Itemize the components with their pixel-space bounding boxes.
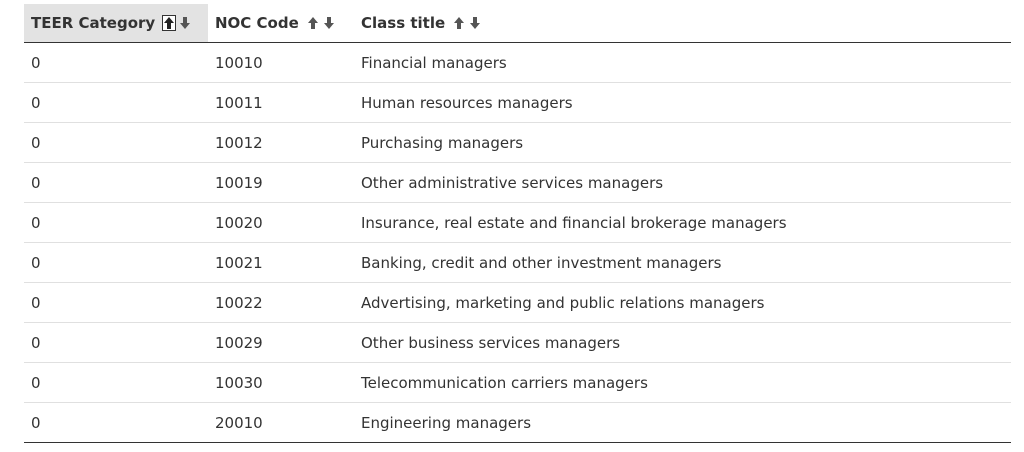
- arrow-up-icon: [454, 17, 465, 29]
- arrow-up-icon: [164, 17, 175, 29]
- sort-descending-button[interactable]: [178, 15, 192, 31]
- class-title-cell: Engineering managers: [354, 402, 1011, 443]
- table-row: 0 10012 Purchasing managers: [24, 122, 1011, 163]
- arrow-down-icon: [324, 17, 334, 29]
- sort-descending-button[interactable]: [322, 15, 336, 31]
- arrow-down-icon: [180, 17, 191, 29]
- class-title-cell: Human resources managers: [354, 82, 1011, 123]
- sort-controls: [162, 15, 192, 31]
- noc-code-cell: 10020: [208, 202, 354, 243]
- sort-ascending-button[interactable]: [306, 15, 320, 31]
- teer-category-cell: 0: [24, 42, 208, 83]
- class-title-cell: Insurance, real estate and financial bro…: [354, 202, 1011, 243]
- column-header-teer-category: TEER Category: [24, 4, 208, 43]
- class-title-cell: Purchasing managers: [354, 122, 1011, 163]
- noc-code-cell: 10029: [208, 322, 354, 363]
- teer-category-cell: 0: [24, 202, 208, 243]
- table-row: 0 10020 Insurance, real estate and finan…: [24, 202, 1011, 243]
- noc-code-cell: 10019: [208, 162, 354, 203]
- table-row: 0 10019 Other administrative services ma…: [24, 162, 1011, 203]
- column-header-noc-code: NOC Code: [208, 4, 354, 43]
- table-row: 0 10021 Banking, credit and other invest…: [24, 242, 1011, 283]
- sort-ascending-button[interactable]: [452, 15, 466, 31]
- arrow-down-icon: [470, 17, 481, 29]
- column-header-label: NOC Code: [215, 14, 299, 32]
- arrow-up-icon: [308, 17, 318, 29]
- sort-ascending-button[interactable]: [162, 15, 177, 31]
- teer-category-cell: 0: [24, 82, 208, 123]
- class-title-cell: Telecommunication carriers managers: [354, 362, 1011, 403]
- sort-controls: [306, 15, 336, 31]
- teer-category-cell: 0: [24, 282, 208, 323]
- teer-category-cell: 0: [24, 122, 208, 163]
- noc-code-cell: 10012: [208, 122, 354, 163]
- teer-category-cell: 0: [24, 242, 208, 283]
- noc-code-cell: 10010: [208, 42, 354, 83]
- teer-category-cell: 0: [24, 402, 208, 443]
- noc-table: TEER Category NOC Code: [24, 4, 1011, 443]
- class-title-cell: Advertising, marketing and public relati…: [354, 282, 1011, 323]
- table-header: TEER Category NOC Code: [24, 4, 1011, 43]
- column-header-class-title: Class title: [354, 4, 1011, 43]
- teer-category-cell: 0: [24, 362, 208, 403]
- table-body: 0 10010 Financial managers 0 10011 Human…: [24, 42, 1011, 443]
- class-title-cell: Financial managers: [354, 42, 1011, 83]
- noc-code-cell: 10011: [208, 82, 354, 123]
- table-row: 0 20010 Engineering managers: [24, 402, 1011, 443]
- table-row: 0 10011 Human resources managers: [24, 82, 1011, 123]
- class-title-cell: Banking, credit and other investment man…: [354, 242, 1011, 283]
- table-row: 0 10022 Advertising, marketing and publi…: [24, 282, 1011, 323]
- class-title-cell: Other administrative services managers: [354, 162, 1011, 203]
- column-header-label: TEER Category: [31, 14, 156, 32]
- teer-category-cell: 0: [24, 162, 208, 203]
- table-row: 0 10030 Telecommunication carriers manag…: [24, 362, 1011, 403]
- noc-code-cell: 10030: [208, 362, 354, 403]
- table-row: 0 10029 Other business services managers: [24, 322, 1011, 363]
- noc-code-cell: 10022: [208, 282, 354, 323]
- teer-category-cell: 0: [24, 322, 208, 363]
- sort-controls: [452, 15, 482, 31]
- noc-code-cell: 10021: [208, 242, 354, 283]
- class-title-cell: Other business services managers: [354, 322, 1011, 363]
- header-row: TEER Category NOC Code: [24, 4, 1011, 43]
- noc-code-cell: 20010: [208, 402, 354, 443]
- table-row: 0 10010 Financial managers: [24, 42, 1011, 83]
- column-header-label: Class title: [361, 14, 446, 32]
- noc-table-container: TEER Category NOC Code: [24, 4, 1011, 443]
- sort-descending-button[interactable]: [468, 15, 482, 31]
